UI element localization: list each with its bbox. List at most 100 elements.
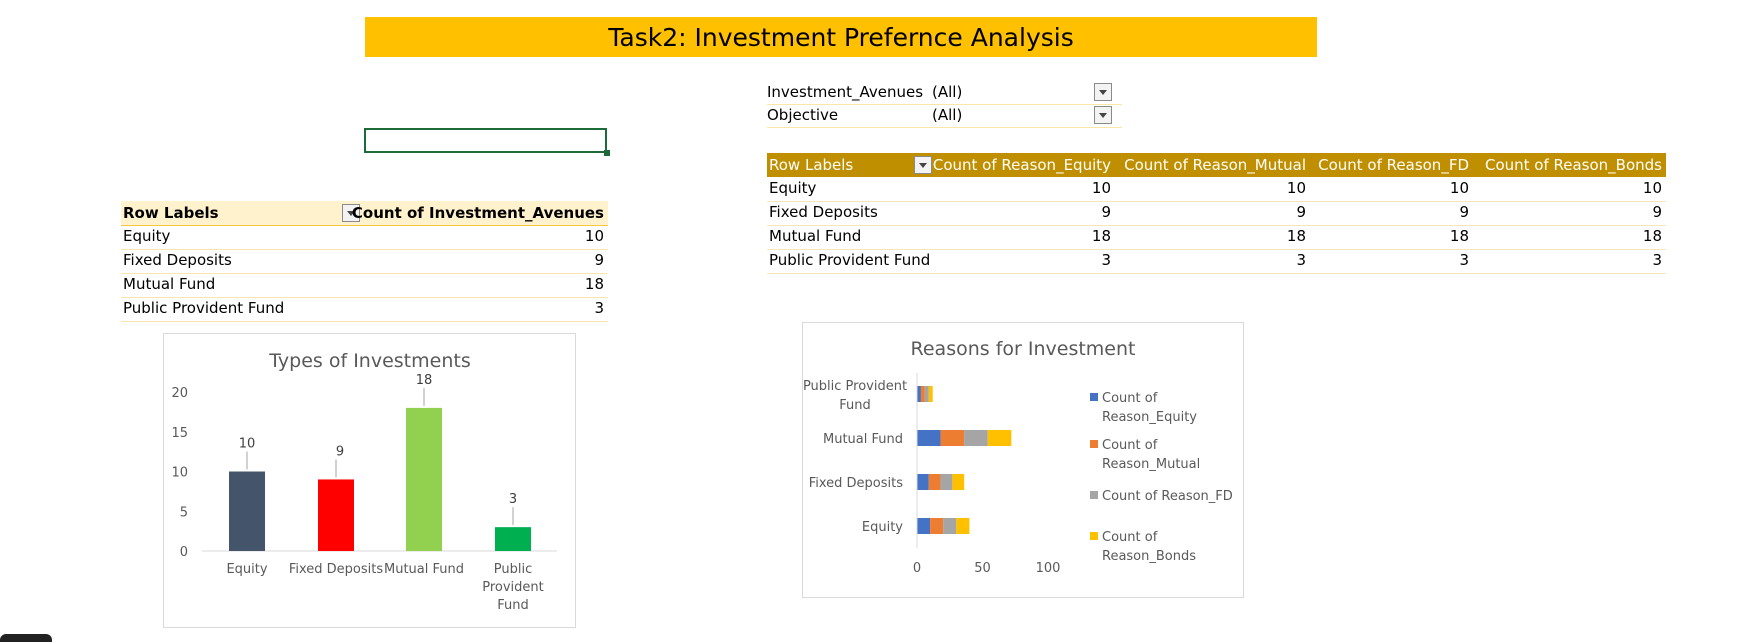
- row-label: Equity: [769, 179, 817, 197]
- chevron-down-icon: [1099, 112, 1107, 118]
- stacked-bar-segment: [987, 430, 1012, 446]
- stacked-bar-segment: [956, 518, 970, 534]
- row-label: Public Provident Fund: [123, 299, 285, 317]
- data-label: 9: [336, 444, 344, 459]
- cell-value: 9: [1459, 203, 1469, 221]
- stacked-bar-segment: [917, 518, 931, 534]
- cell-value: 3: [1652, 251, 1662, 269]
- y-tick-label: Fund: [839, 398, 871, 413]
- row-value: 3: [594, 299, 604, 317]
- row-label: Mutual Fund: [123, 275, 216, 293]
- stacked-bar-segment: [917, 386, 921, 402]
- legend-label: Reason_Bonds: [1102, 549, 1196, 564]
- legend-label: Count of Reason_FD: [1102, 489, 1233, 504]
- y-tick-label: 0: [180, 545, 188, 560]
- filter-row-objective: Objective (All): [767, 105, 1122, 128]
- cell-value: 18: [1449, 227, 1469, 245]
- x-tick-label: Mutual Fund: [384, 562, 464, 577]
- legend-label: Reason_Mutual: [1102, 457, 1200, 472]
- filter-label: Investment_Avenues: [767, 83, 924, 101]
- x-tick-label: 50: [974, 561, 991, 576]
- table-row: Public Provident Fund 3 3 3 3: [767, 249, 1666, 274]
- stacked-bar-segment: [920, 386, 925, 402]
- filter-value: (All): [932, 83, 963, 101]
- x-tick-label: Public: [494, 562, 532, 577]
- data-label: 18: [416, 373, 433, 388]
- left-pivot-header: Row Labels Count of Investment_Avenues: [121, 201, 608, 226]
- cell-value: 3: [1296, 251, 1306, 269]
- fill-handle[interactable]: [604, 150, 610, 156]
- row-value: 18: [584, 275, 604, 293]
- x-tick-label: Fund: [497, 598, 529, 613]
- y-tick-label: Fixed Deposits: [809, 476, 904, 491]
- chart-title: Types of Investments: [268, 350, 470, 372]
- filter-row-investment-avenues: Investment_Avenues (All): [767, 82, 1122, 105]
- x-tick-label: 0: [913, 561, 921, 576]
- cell-value: 9: [1101, 203, 1111, 221]
- column-header: Row Labels: [123, 204, 219, 222]
- selected-cell[interactable]: [364, 128, 607, 153]
- x-tick-label: 100: [1036, 561, 1061, 576]
- y-tick-label: Public Provident: [803, 379, 907, 394]
- stacked-bar-segment: [928, 474, 941, 490]
- column-header: Count of Reason_Bonds: [1484, 156, 1662, 174]
- x-tick-label: Fixed Deposits: [289, 562, 384, 577]
- bar: [229, 471, 265, 551]
- stacked-bar-segment: [940, 474, 953, 490]
- stacked-bar-segment: [952, 474, 965, 490]
- stacked-bar-segment: [943, 518, 957, 534]
- cell-value: 3: [1101, 251, 1111, 269]
- stacked-bar-segment: [924, 386, 929, 402]
- row-labels-filter-button[interactable]: [914, 156, 932, 174]
- cell-value: 9: [1652, 203, 1662, 221]
- filter-value: (All): [932, 106, 963, 124]
- stacked-bar-segment: [917, 430, 941, 446]
- legend-swatch: [1090, 491, 1098, 499]
- y-tick-label: 5: [180, 505, 188, 520]
- cell-value: 10: [1286, 179, 1306, 197]
- row-label: Equity: [123, 227, 171, 245]
- types-of-investments-chart[interactable]: Types of Investments 0 5 10 15 20 10 Equity 9 Fix…: [163, 333, 576, 628]
- x-tick-label: Provident: [482, 580, 544, 595]
- x-tick-label: Equity: [226, 562, 267, 577]
- types-of-investments-plot: Types of Investments 0 5 10 15 20 10 Equity 9 Fix…: [171, 350, 557, 613]
- column-header: Count of Investment_Avenues: [351, 204, 604, 222]
- filter-label: Objective: [767, 106, 839, 124]
- filter-dropdown-button[interactable]: [1094, 83, 1112, 101]
- stacked-bar-segment: [940, 430, 965, 446]
- cell-value: 10: [1642, 179, 1662, 197]
- filter-dropdown-button[interactable]: [1094, 106, 1112, 124]
- reasons-for-investment-chart[interactable]: Reasons for Investment Equity Fixed Deposi…: [802, 322, 1244, 598]
- stacked-bar-segment: [917, 474, 929, 490]
- cell-value: 9: [1296, 203, 1306, 221]
- stacked-bar-segment: [930, 518, 944, 534]
- cell-value: 10: [1091, 179, 1111, 197]
- cell-value: 10: [1449, 179, 1469, 197]
- y-tick-label: 15: [171, 426, 188, 441]
- legend-label: Count of: [1102, 391, 1158, 406]
- row-labels-filter-button[interactable]: [342, 204, 360, 222]
- legend-swatch: [1090, 393, 1098, 401]
- scroll-handle[interactable]: [0, 634, 52, 642]
- chevron-down-icon: [919, 162, 927, 168]
- stacked-bar-segment: [928, 386, 933, 402]
- stacked-bar-segment: [964, 430, 988, 446]
- legend-label: Count of: [1102, 530, 1158, 545]
- chevron-down-icon: [347, 210, 355, 216]
- data-label: 10: [239, 437, 256, 452]
- chart-title: Reasons for Investment: [911, 338, 1136, 360]
- table-row: Equity 10 10 10 10: [767, 177, 1666, 202]
- legend-label: Count of: [1102, 438, 1158, 453]
- table-row: Public Provident Fund 3: [121, 297, 608, 322]
- y-tick-label: 10: [171, 466, 188, 481]
- right-pivot-header: Row Labels Count of Reason_Equity Count …: [767, 153, 1666, 177]
- table-row: Mutual Fund 18 18 18 18: [767, 225, 1666, 250]
- chevron-down-icon: [1099, 89, 1107, 95]
- row-label: Mutual Fund: [769, 227, 862, 245]
- legend-label: Reason_Equity: [1102, 410, 1197, 425]
- column-header: Count of Reason_FD: [1318, 156, 1469, 174]
- table-row: Mutual Fund 18: [121, 273, 608, 298]
- row-value: 10: [584, 227, 604, 245]
- row-label: Public Provident Fund: [769, 251, 931, 269]
- cell-value: 18: [1091, 227, 1111, 245]
